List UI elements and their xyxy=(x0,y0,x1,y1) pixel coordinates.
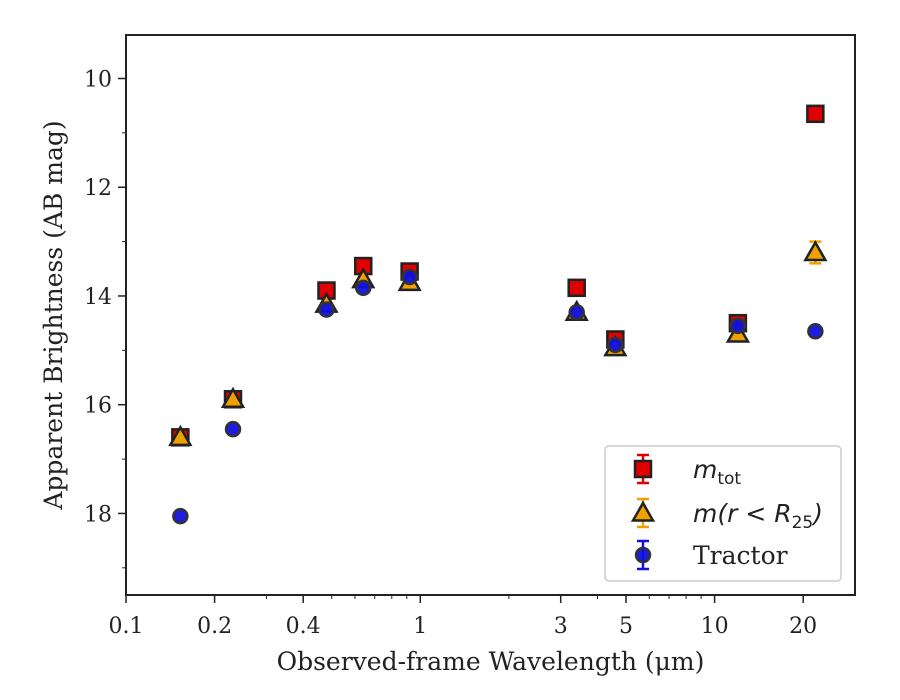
legend-label: Tractor xyxy=(693,541,788,570)
legend-box xyxy=(604,445,842,582)
data-point xyxy=(607,336,624,354)
legend-marker-circle xyxy=(634,546,652,564)
data-point xyxy=(401,268,418,286)
series-circle xyxy=(172,268,824,525)
data-point xyxy=(224,420,242,438)
data-point xyxy=(168,424,193,447)
x-tick-label: 1 xyxy=(413,614,427,639)
data-point xyxy=(172,507,189,525)
x-tick-label: 0.4 xyxy=(286,614,321,639)
axes: 0.1 0.2 0.4 1 3 5 10 20 10 12 14 16 18 Observed-frame… xyxy=(39,34,856,676)
data-point xyxy=(355,279,372,297)
y-axis-label: Apparent Brightness (AB mag) xyxy=(39,120,68,510)
x-axis-label: Observed-frame Wavelength (μm) xyxy=(277,647,705,676)
x-tick-label: 10 xyxy=(701,614,729,639)
x-tick-label: 5 xyxy=(619,614,633,639)
y-tick-label: 12 xyxy=(84,176,112,201)
y-tick-label: 16 xyxy=(84,394,112,419)
data-point xyxy=(568,304,585,321)
data-point xyxy=(220,386,246,409)
legend-marker-triangle xyxy=(630,500,656,522)
x-tick-label: 0.2 xyxy=(197,614,232,639)
series-triangle xyxy=(168,239,828,447)
plot-area xyxy=(168,104,828,525)
y-tick-label: 18 xyxy=(84,502,112,527)
x-tick-label: 20 xyxy=(789,614,817,639)
data-point xyxy=(318,301,335,318)
series-square xyxy=(171,104,825,447)
data-point xyxy=(729,317,747,335)
legend-marker-square xyxy=(633,459,653,479)
plot-frame xyxy=(125,34,856,596)
legend-label: mtot xyxy=(693,455,741,489)
legend-label: m(r < R25) xyxy=(693,499,823,533)
x-tick-label: 0.1 xyxy=(109,614,144,639)
y-tick-label: 10 xyxy=(84,67,112,92)
y-tick-label: 14 xyxy=(84,285,112,310)
legend: mtot m(r < R25) Tractor xyxy=(604,445,842,582)
data-point xyxy=(567,278,586,298)
x-tick-label: 3 xyxy=(554,614,568,639)
data-point xyxy=(803,239,828,262)
data-point xyxy=(806,104,825,124)
data-point xyxy=(807,323,824,340)
